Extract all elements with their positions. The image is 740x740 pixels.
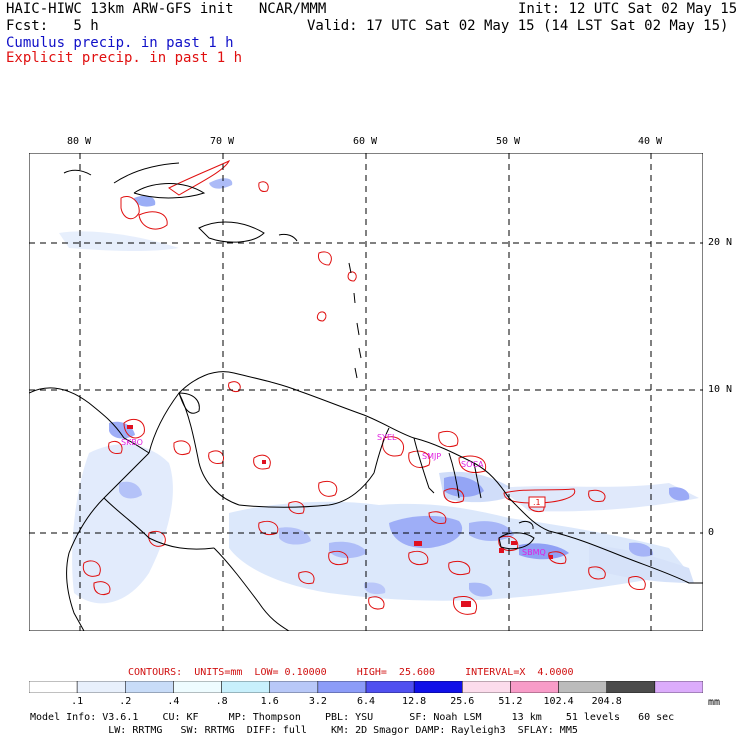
- colorbar-swatch: [365, 681, 415, 693]
- lon-label-80w: 80 W: [67, 136, 92, 147]
- forecast-hour: Fcst: 5 h: [6, 18, 99, 34]
- lon-label-40w: 40 W: [638, 136, 663, 147]
- coastlines: [29, 162, 703, 631]
- lat-label-0: 0: [708, 527, 715, 538]
- lon-label-70w: 70 W: [210, 136, 235, 147]
- colorbar-swatch: [510, 681, 559, 693]
- lat-label-10n: 10 N: [708, 384, 733, 395]
- colorbar-label: .2: [119, 696, 132, 707]
- cumulus-precip-label: Cumulus precip. in past 1 h: [6, 35, 234, 51]
- colorbar-swatch: [462, 681, 511, 693]
- colorbar-label: 12.8: [402, 696, 427, 707]
- station-label-soca: SOCA: [461, 460, 484, 469]
- explicit-precip-label: Explicit precip. in past 1 h: [6, 50, 243, 66]
- colorbar-swatch: [317, 681, 367, 693]
- precip-colorbar: [29, 681, 703, 693]
- colorbar-swatch: [269, 681, 319, 693]
- colorbar-swatch: [606, 681, 656, 693]
- colorbar-unit: mm: [708, 697, 721, 708]
- colorbar-label: 1.6: [260, 696, 279, 707]
- colorbar-swatch: [125, 681, 174, 693]
- colorbar-swatch: [558, 681, 607, 693]
- colorbar-label: 51.2: [498, 696, 523, 707]
- station-label-skbo: SKBO: [121, 438, 143, 447]
- colorbar-label: 102.4: [543, 696, 574, 707]
- colorbar-swatch: [76, 681, 126, 693]
- colorbar-label: 6.4: [356, 696, 376, 707]
- station-label-syel: SYEL: [377, 433, 397, 442]
- colorbar-swatch: [29, 681, 78, 693]
- lon-label-50w: 50 W: [496, 136, 521, 147]
- lat-label-20n: 20 N: [708, 237, 733, 248]
- station-labels: SYEL SMJP SOCA SBMQ SKBO: [121, 433, 546, 557]
- init-time: Init: 12 UTC Sat 02 May 15: [518, 1, 738, 17]
- colorbar-swatch: [221, 681, 270, 693]
- model-info-line1: Model Info: V3.6.1 CU: KF MP: Thompson P…: [30, 712, 675, 723]
- contour-info: CONTOURS: UNITS=mm LOW= 0.10000 HIGH= 25…: [128, 667, 574, 678]
- model-title: HAIC-HIWC 13km ARW-GFS init NCAR/MMM: [6, 1, 327, 17]
- valid-time: Valid: 17 UTC Sat 02 May 15 (14 LST Sat …: [307, 18, 729, 34]
- lon-label-60w: 60 W: [353, 136, 378, 147]
- station-label-sbmq: SBMQ: [522, 548, 546, 557]
- colorbar-label: 3.2: [308, 696, 327, 707]
- colorbar-label: 25.6: [450, 696, 475, 707]
- colorbar-label: 204.8: [591, 696, 622, 707]
- colorbar-swatch: [654, 681, 703, 693]
- precip-map: SYEL SMJP SOCA SBMQ SKBO .1: [29, 153, 703, 631]
- contour-label-value: .1: [533, 498, 541, 507]
- contour-label-box: .1: [528, 496, 546, 508]
- colorbar-swatch: [413, 681, 463, 693]
- model-info-line2: LW: RRTMG SW: RRTMG DIFF: full KM: 2D Sm…: [30, 725, 578, 736]
- explicit-precip-cores: [127, 425, 553, 607]
- colorbar-label: .1: [71, 696, 84, 707]
- lat-lon-grid: [29, 153, 703, 631]
- station-label-smjp: SMJP: [422, 452, 441, 461]
- colorbar-label: .8: [215, 696, 228, 707]
- colorbar-label: .4: [167, 696, 180, 707]
- colorbar-swatch: [173, 681, 222, 693]
